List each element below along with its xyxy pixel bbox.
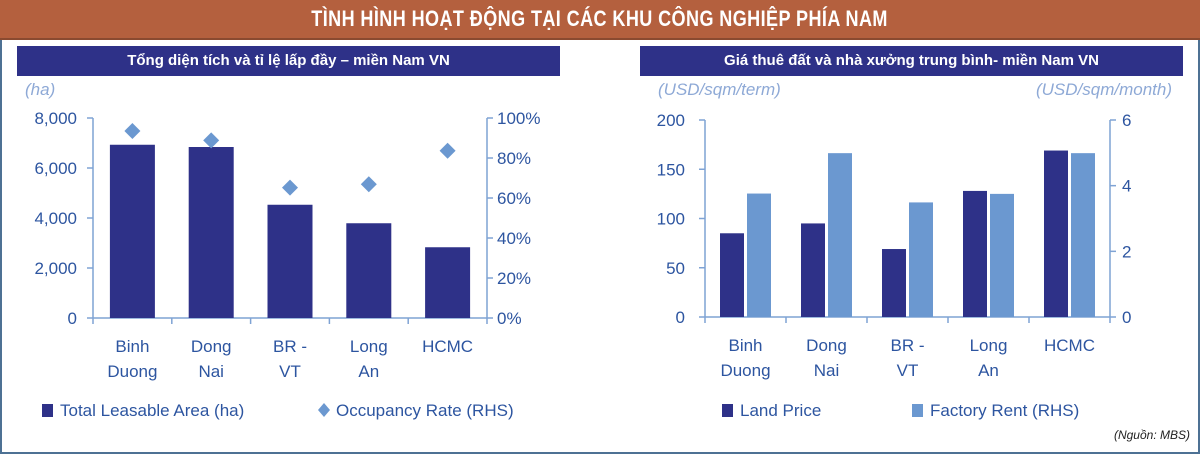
x-category-label: Duong xyxy=(720,361,770,380)
left-axis-unit: (USD/sqm/term) xyxy=(658,80,781,99)
x-category-label: Dong xyxy=(191,337,232,356)
x-category-label: VT xyxy=(279,362,301,381)
x-category-label: Dong xyxy=(806,336,847,355)
legend-swatch xyxy=(722,404,733,417)
left-y-tick-label: 50 xyxy=(666,259,685,278)
left-y-tick-label: 0 xyxy=(68,309,77,328)
source-note: (Nguồn: MBS) xyxy=(1113,428,1190,442)
infographic-title: TÌNH HÌNH HOẠT ĐỘNG TẠI CÁC KHU CÔNG NGH… xyxy=(0,0,1200,40)
diamond-marker xyxy=(282,179,298,196)
left-y-tick-label: 200 xyxy=(657,111,685,130)
right-y-tick-label: 80% xyxy=(497,149,531,168)
legend-label: Factory Rent (RHS) xyxy=(930,401,1079,420)
bar-total-leasable-area-ha- xyxy=(188,147,234,318)
left-y-tick-label: 8,000 xyxy=(34,109,77,128)
x-category-label: HCMC xyxy=(1044,336,1095,355)
x-category-label: Binh xyxy=(115,337,149,356)
right-y-tick-label: 20% xyxy=(497,269,531,288)
bar-land-price xyxy=(801,223,825,317)
right-y-tick-label: 2 xyxy=(1122,242,1131,261)
diamond-marker xyxy=(124,123,141,139)
left-y-tick-label: 100 xyxy=(657,210,685,229)
bar-total-leasable-area-ha- xyxy=(346,223,392,318)
right-chart-title: Giá thuê đất và nhà xưởng trung bình- mi… xyxy=(640,46,1183,76)
left-y-tick-label: 2,000 xyxy=(34,259,77,278)
diamond-marker xyxy=(360,176,377,193)
x-category-label: VT xyxy=(897,361,919,380)
right-y-tick-label: 100% xyxy=(497,109,540,128)
bar-factory-rent-rhs- xyxy=(909,202,933,317)
left-y-tick-label: 6,000 xyxy=(34,159,77,178)
right-y-tick-label: 0 xyxy=(1122,308,1131,327)
bar-factory-rent-rhs- xyxy=(990,193,1014,317)
right-y-tick-label: 0% xyxy=(497,309,522,328)
right-y-tick-label: 60% xyxy=(497,189,531,208)
left-y-tick-label: 0 xyxy=(676,308,685,327)
bar-total-leasable-area-ha- xyxy=(109,144,155,318)
x-category-label: Long xyxy=(970,336,1008,355)
bar-factory-rent-rhs- xyxy=(1071,153,1095,317)
x-category-label: BR - xyxy=(273,337,307,356)
x-category-label: HCMC xyxy=(422,337,473,356)
right-y-tick-label: 40% xyxy=(497,229,531,248)
bar-land-price xyxy=(720,233,744,317)
legend-swatch xyxy=(912,404,923,417)
bar-land-price xyxy=(963,190,987,317)
diamond-marker xyxy=(439,142,456,159)
x-category-label: An xyxy=(978,361,999,380)
bar-total-leasable-area-ha- xyxy=(267,204,313,318)
left-chart-title: Tổng diện tích và tỉ lệ lấp đầy – miền N… xyxy=(17,46,560,76)
left-axis-unit: (ha) xyxy=(25,80,55,99)
legend-diamond xyxy=(318,403,330,417)
legend-label: Land Price xyxy=(740,401,821,420)
left-y-tick-label: 4,000 xyxy=(34,209,77,228)
x-category-label: Nai xyxy=(198,362,224,381)
right-y-tick-label: 6 xyxy=(1122,111,1131,130)
right-axis-unit: (USD/sqm/month) xyxy=(1036,80,1172,99)
bar-total-leasable-area-ha- xyxy=(425,247,471,318)
bar-factory-rent-rhs- xyxy=(828,153,852,317)
x-category-label: Long xyxy=(350,337,388,356)
x-category-label: BR - xyxy=(891,336,925,355)
legend-label: Total Leasable Area (ha) xyxy=(60,401,244,420)
bar-land-price xyxy=(1044,150,1068,317)
legend-swatch xyxy=(42,404,53,417)
diamond-marker xyxy=(203,132,220,149)
bar-land-price xyxy=(882,249,906,317)
x-category-label: Duong xyxy=(107,362,157,381)
x-category-label: Nai xyxy=(814,361,840,380)
right-y-tick-label: 4 xyxy=(1122,177,1131,196)
bar-factory-rent-rhs- xyxy=(747,193,771,317)
x-category-label: Binh xyxy=(728,336,762,355)
x-category-label: An xyxy=(358,362,379,381)
left-y-tick-label: 150 xyxy=(657,160,685,179)
legend-label: Occupancy Rate (RHS) xyxy=(336,401,514,420)
